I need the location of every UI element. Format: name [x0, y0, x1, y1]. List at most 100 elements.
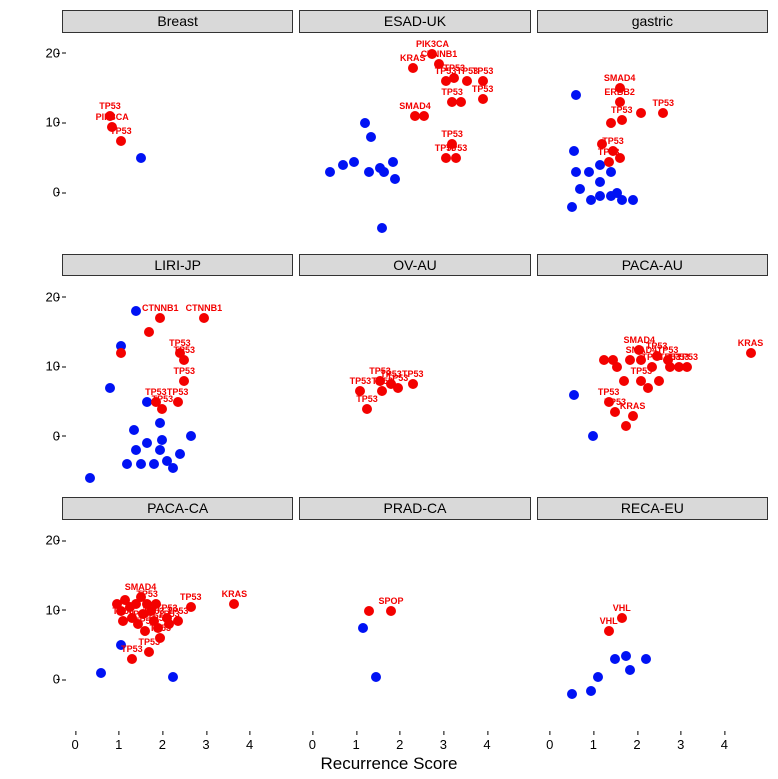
x-tick: 1 [352, 737, 359, 752]
point [136, 459, 146, 469]
point [186, 602, 196, 612]
point [393, 383, 403, 393]
point-label: CTNNB1 [142, 304, 179, 313]
panel-title: LIRI-JP [62, 254, 293, 277]
point-label: TP53 [441, 88, 463, 97]
point [628, 195, 638, 205]
point [364, 606, 374, 616]
point [569, 146, 579, 156]
point [571, 167, 581, 177]
point [621, 651, 631, 661]
point-label: TP53 [446, 144, 468, 153]
point [338, 160, 348, 170]
point [682, 362, 692, 372]
plot-area: TP53PIK3CATP53 [62, 33, 293, 248]
point [478, 94, 488, 104]
plot-area: VHL VHL [537, 520, 768, 735]
x-tick: 4 [246, 737, 253, 752]
point [441, 153, 451, 163]
point-label: TP53 [652, 99, 674, 108]
x-tick: 4 [483, 737, 490, 752]
panel-title: Breast [62, 10, 293, 33]
point-label: TP53 [402, 370, 424, 379]
point [567, 689, 577, 699]
point [595, 191, 605, 201]
plot-area: KRASPIK3CACTNNB1SMAD4TP53TP53TP53TP53TP5… [299, 33, 530, 248]
point-label: KRAS [738, 339, 764, 348]
point [96, 668, 106, 678]
x-tick: 3 [202, 737, 209, 752]
point [619, 376, 629, 386]
point [647, 362, 657, 372]
point [571, 90, 581, 100]
x-tick: 1 [115, 737, 122, 752]
point [155, 445, 165, 455]
point [617, 613, 627, 623]
point [451, 153, 461, 163]
point [116, 348, 126, 358]
point-label: TP53 [441, 130, 463, 139]
point-label: SPOP [378, 597, 403, 606]
facet-grid: BreastTP53PIK3CATP53ESAD-UKKRASPIK3CACTN… [62, 10, 768, 735]
point [606, 118, 616, 128]
point-label: KRAS [222, 590, 248, 599]
point-label: TP53 [602, 137, 624, 146]
point-label: TP53 [110, 127, 132, 136]
point [390, 174, 400, 184]
point [144, 327, 154, 337]
plot-area: TP53TP53KRASSMAD4SMAD4TP53TP53TP53TP53TP… [537, 276, 768, 491]
point [325, 167, 335, 177]
panel: BreastTP53PIK3CATP53 [62, 10, 293, 248]
point [746, 348, 756, 358]
point-label: PIK3CA [96, 113, 129, 122]
point [604, 157, 614, 167]
panel-title: OV-AU [299, 254, 530, 277]
point [85, 473, 95, 483]
point [408, 379, 418, 389]
point [179, 376, 189, 386]
point [586, 686, 596, 696]
point-label: KRAS [620, 402, 646, 411]
point [377, 386, 387, 396]
x-tick: 3 [440, 737, 447, 752]
panel: RECA-EUVHLVHL [537, 497, 768, 735]
panel-title: ESAD-UK [299, 10, 530, 33]
point [122, 459, 132, 469]
point [364, 167, 374, 177]
point [617, 115, 627, 125]
point [658, 108, 668, 118]
point-label: VHL [613, 604, 631, 613]
plot-area: CTNNB1CTNNB1TP53TP53TP53TP53TP53TP53 [62, 276, 293, 491]
x-tick: 3 [677, 737, 684, 752]
point [621, 421, 631, 431]
x-tick: 4 [721, 737, 728, 752]
point [229, 599, 239, 609]
point [595, 177, 605, 187]
point [173, 616, 183, 626]
point [358, 623, 368, 633]
point [575, 184, 585, 194]
x-tick: 0 [546, 737, 553, 752]
point [379, 167, 389, 177]
point-label: TP53 [598, 388, 620, 397]
point [456, 97, 466, 107]
point [567, 202, 577, 212]
point-label: TP53 [472, 67, 494, 76]
point [131, 445, 141, 455]
point [388, 157, 398, 167]
panel: ESAD-UKKRASPIK3CACTNNB1SMAD4TP53TP53TP53… [299, 10, 530, 248]
point [615, 153, 625, 163]
point-label: CTNNB1 [186, 304, 223, 313]
point-label: TP53 [350, 377, 372, 386]
point-label: TP53 [472, 85, 494, 94]
point [136, 153, 146, 163]
point [105, 383, 115, 393]
x-tick: 1 [590, 737, 597, 752]
point [654, 376, 664, 386]
point [386, 606, 396, 616]
point [157, 435, 167, 445]
point [199, 313, 209, 323]
point [569, 390, 579, 400]
point [588, 431, 598, 441]
point-label: VHL [600, 617, 618, 626]
